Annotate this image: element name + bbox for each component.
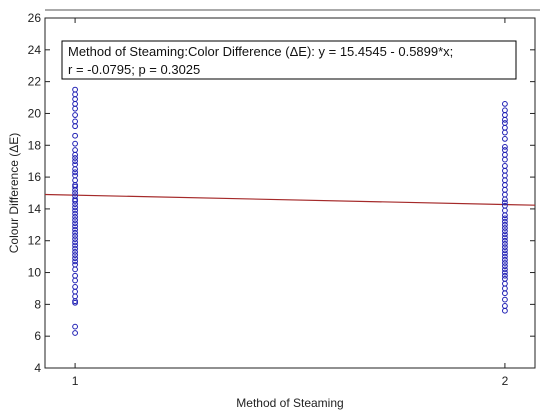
data-point xyxy=(72,258,78,265)
data-point xyxy=(72,255,78,262)
data-point xyxy=(72,266,78,273)
y-tick-label: 24 xyxy=(28,43,42,57)
data-point xyxy=(502,256,508,263)
data-point xyxy=(502,156,508,163)
data-point xyxy=(72,330,78,336)
data-point xyxy=(72,123,78,130)
data-point xyxy=(72,166,78,173)
data-point xyxy=(502,266,508,273)
y-tick-label: 22 xyxy=(28,75,42,89)
x-tick-label: 2 xyxy=(502,374,509,388)
data-point xyxy=(72,155,78,161)
y-tick-label: 20 xyxy=(28,106,42,120)
data-point xyxy=(502,199,508,206)
y-tick-label: 26 xyxy=(28,11,42,25)
data-point xyxy=(72,198,78,204)
data-point xyxy=(502,101,508,107)
data-point xyxy=(72,229,78,236)
points-layer xyxy=(72,86,508,336)
y-tick-label: 6 xyxy=(34,329,41,343)
y-tick-label: 16 xyxy=(28,170,42,184)
y-tick-label: 12 xyxy=(28,234,42,248)
data-point xyxy=(502,231,508,238)
data-point xyxy=(72,248,78,255)
data-point xyxy=(502,234,508,241)
y-tick-label: 18 xyxy=(28,138,42,152)
data-point xyxy=(72,105,78,112)
data-point xyxy=(502,129,508,136)
annotation-frame xyxy=(61,40,517,80)
data-point xyxy=(502,136,508,142)
data-point xyxy=(72,217,78,223)
data-point xyxy=(72,201,78,208)
x-tick-label: 1 xyxy=(72,374,79,388)
data-point xyxy=(72,236,78,243)
data-point xyxy=(502,260,508,266)
x-axis-title: Method of Steaming xyxy=(236,396,343,410)
data-point xyxy=(502,272,508,279)
data-point xyxy=(72,252,78,258)
data-point xyxy=(502,215,508,222)
data-point xyxy=(72,245,78,252)
data-point xyxy=(502,253,508,260)
y-tick-label: 14 xyxy=(28,202,42,216)
data-point xyxy=(72,151,78,158)
data-point xyxy=(502,237,508,244)
data-point xyxy=(502,212,508,219)
data-point xyxy=(72,207,78,214)
data-point xyxy=(502,218,508,225)
data-point xyxy=(72,204,78,211)
data-point xyxy=(72,169,78,176)
y-tick-label: 8 xyxy=(34,297,41,311)
data-point xyxy=(72,239,78,246)
annotation-line-1: Method of Steaming:Color Difference (ΔE)… xyxy=(68,44,453,59)
data-point xyxy=(72,210,78,217)
data-point xyxy=(502,244,508,250)
data-point xyxy=(72,183,78,190)
data-point xyxy=(72,186,78,193)
annotation-box: Method of Steaming:Color Difference (ΔE)… xyxy=(61,40,517,80)
data-point xyxy=(502,247,508,254)
data-point xyxy=(502,241,508,247)
data-point xyxy=(502,228,508,235)
data-point xyxy=(72,158,78,165)
data-point xyxy=(502,263,508,270)
data-point xyxy=(72,226,78,233)
data-point xyxy=(72,223,78,230)
regression-line xyxy=(44,193,536,206)
data-point xyxy=(72,190,78,196)
y-axis-title: Colour Difference (ΔE) xyxy=(7,133,21,254)
annotation-line-2: r = -0.0795; p = 0.3025 xyxy=(68,62,200,77)
y-tick-label: 10 xyxy=(28,266,42,280)
data-point xyxy=(72,299,78,306)
data-point xyxy=(502,116,508,123)
data-point xyxy=(72,323,78,330)
data-point xyxy=(502,196,508,203)
data-point xyxy=(502,269,508,276)
data-point xyxy=(72,277,78,284)
data-point xyxy=(502,250,508,257)
data-point xyxy=(502,307,508,314)
data-point xyxy=(72,233,78,239)
data-point xyxy=(72,112,78,118)
data-point xyxy=(72,220,78,227)
data-point xyxy=(502,290,508,297)
y-tick-label: 4 xyxy=(34,361,41,375)
data-point xyxy=(72,213,78,220)
data-point xyxy=(502,221,508,228)
regression-layer xyxy=(44,193,536,206)
data-point xyxy=(72,140,78,147)
data-point xyxy=(502,225,508,231)
data-point xyxy=(502,143,508,150)
data-point xyxy=(502,296,508,303)
data-point xyxy=(72,132,78,139)
data-point xyxy=(72,242,78,249)
